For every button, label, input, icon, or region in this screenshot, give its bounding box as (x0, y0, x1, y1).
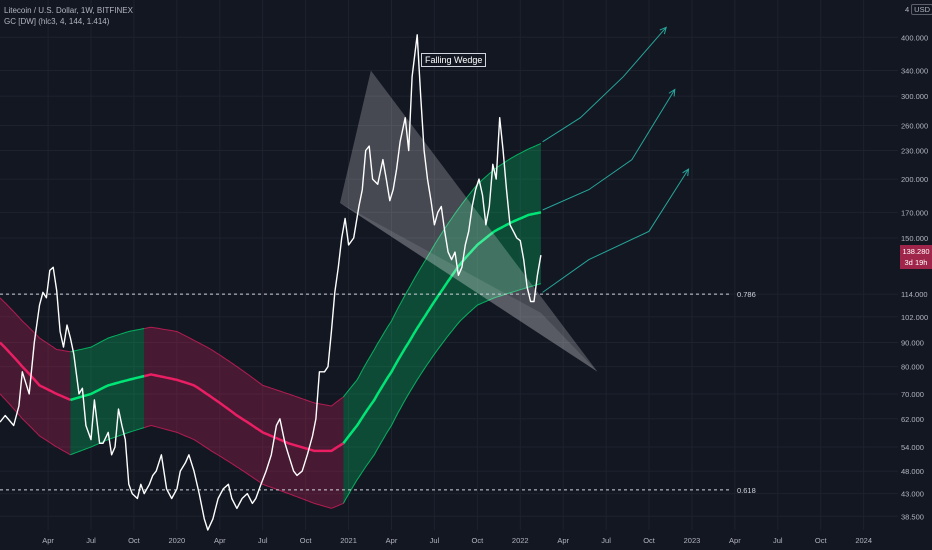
channel-lower-line (0, 393, 71, 456)
projection-arrowhead (682, 168, 690, 177)
channel-upper-line (144, 326, 344, 407)
price-line (0, 34, 542, 531)
y-tick-label: 150.000 (901, 234, 928, 243)
y-tick-label: 90.000 (901, 339, 924, 348)
projection-arrow (542, 168, 689, 293)
channel-band-segment (70, 328, 145, 455)
x-tick-label: Jul (86, 536, 96, 545)
x-tick-label: Apr (557, 536, 569, 545)
currency-prefix: 4 (905, 5, 910, 14)
x-tick-label: 2023 (684, 536, 701, 545)
x-tick-label: Apr (729, 536, 741, 545)
current-price-badge: 138.280 3d 19h (900, 245, 932, 269)
y-tick-label: 114.000 (901, 290, 928, 299)
currency-selector[interactable]: 4 USD (905, 4, 932, 15)
y-tick-label: 43.000 (901, 490, 924, 499)
y-tick-label: 200.000 (901, 175, 928, 184)
x-tick-label: Oct (300, 536, 313, 545)
channel-lower-line (342, 283, 542, 504)
y-tick-label: 400.000 (901, 33, 928, 42)
y-tick-label: 340.000 (901, 67, 928, 76)
channel-basis-line (0, 341, 71, 402)
falling-wedge-upper (340, 70, 598, 372)
bar-countdown: 3d 19h (904, 258, 928, 267)
channel-lower-line (70, 427, 145, 456)
current-price-value: 138.280 (902, 247, 930, 256)
x-tick-label: Jul (430, 536, 440, 545)
x-tick-label: Jul (258, 536, 268, 545)
channel-band-segment (0, 297, 71, 455)
x-tick-label: 2022 (512, 536, 529, 545)
projection-arrowhead (668, 88, 676, 97)
projection-arrow (542, 26, 667, 143)
fib-level-label: 0.786 (737, 290, 756, 299)
x-tick-label: 2021 (340, 536, 357, 545)
chart-legend: Litecoin / U.S. Dollar, 1W, BITFINEX GC … (4, 5, 133, 27)
x-tick-label: Oct (128, 536, 141, 545)
x-tick-label: Oct (471, 536, 484, 545)
currency-label: USD (911, 4, 932, 15)
symbol-title: Litecoin / U.S. Dollar, 1W, BITFINEX (4, 6, 133, 15)
y-tick-label: 54.000 (901, 443, 924, 452)
y-tick-label: 70.000 (901, 390, 924, 399)
y-tick-label: 260.000 (901, 121, 928, 130)
indicator-title: GC [DW] (hlc3, 4, 144, 1.414) (4, 17, 110, 26)
y-tick-label: 80.000 (901, 363, 924, 372)
x-tick-label: Oct (815, 536, 828, 545)
x-tick-label: Apr (386, 536, 398, 545)
falling-wedge-lower (340, 203, 598, 372)
x-tick-label: Jul (601, 536, 611, 545)
y-tick-label: 48.000 (901, 467, 924, 476)
channel-upper-line (343, 143, 542, 398)
y-tick-label: 170.000 (901, 208, 928, 217)
y-tick-label: 102.000 (901, 313, 928, 322)
channel-upper-line (70, 328, 145, 353)
x-tick-label: 2024 (855, 536, 872, 545)
fib-level-label: 0.618 (737, 486, 756, 495)
channel-basis-line (342, 211, 542, 445)
x-tick-label: Jul (773, 536, 783, 545)
y-tick-label: 230.000 (901, 147, 928, 156)
channel-basis-line (143, 373, 345, 453)
x-tick-label: Apr (214, 536, 226, 545)
y-tick-label: 38.500 (901, 512, 924, 521)
x-tick-label: Oct (643, 536, 656, 545)
y-tick-label: 62.000 (901, 415, 924, 424)
projection-arrow (542, 89, 676, 211)
channel-lower-line (144, 424, 344, 509)
x-tick-label: 2020 (169, 536, 186, 545)
projection-arrowhead (659, 26, 667, 35)
channel-band-segment (144, 327, 344, 509)
falling-wedge-annotation[interactable]: Falling Wedge (421, 53, 487, 67)
x-tick-label: Apr (42, 536, 54, 545)
y-tick-label: 300.000 (901, 92, 928, 101)
